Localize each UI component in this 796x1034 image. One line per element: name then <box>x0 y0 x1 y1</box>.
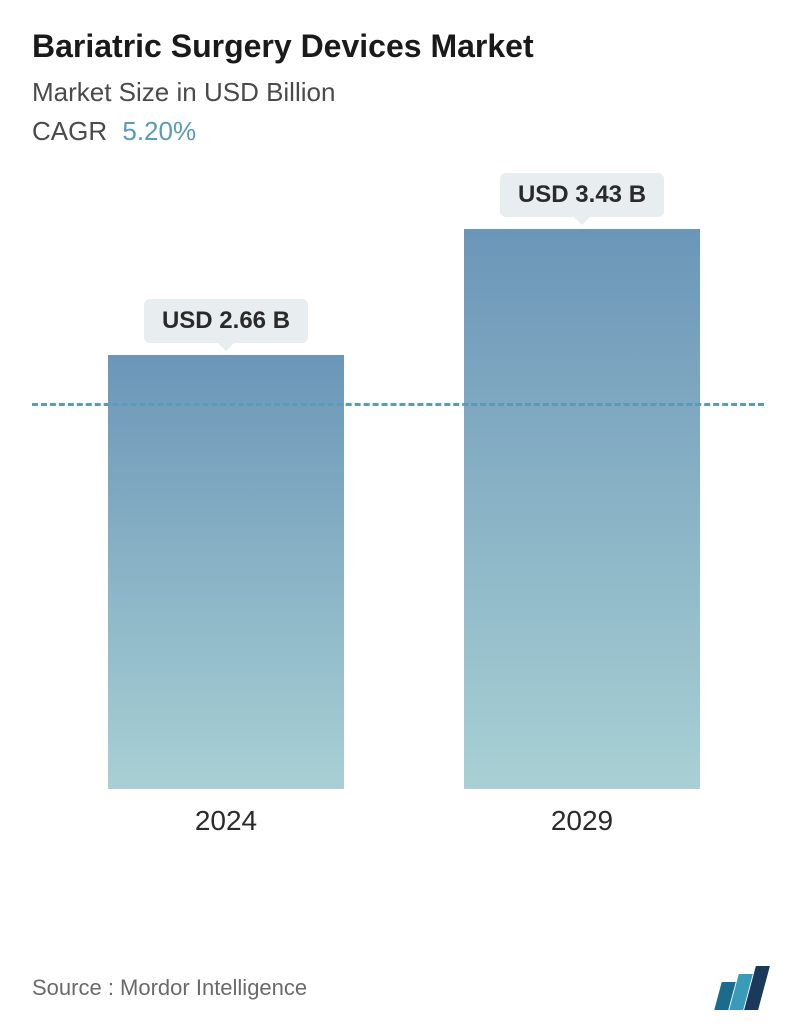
cagr-label: CAGR <box>32 116 107 146</box>
bar-group-2024: USD 2.66 B 2024 <box>108 299 344 837</box>
year-label: 2029 <box>551 805 613 837</box>
chart-subtitle: Market Size in USD Billion <box>32 77 764 108</box>
year-label: 2024 <box>195 805 257 837</box>
chart-area: USD 2.66 B2024USD 3.43 B2029 <box>32 187 764 887</box>
source-text: Source : Mordor Intelligence <box>32 975 307 1001</box>
bar-group-2029: USD 3.43 B 2029 <box>464 173 700 837</box>
cagr-row: CAGR 5.20% <box>32 116 764 147</box>
value-label: USD 3.43 B <box>500 173 664 217</box>
bar <box>464 229 700 789</box>
chart-title: Bariatric Surgery Devices Market <box>32 28 764 65</box>
logo <box>718 966 764 1010</box>
bar <box>108 355 344 789</box>
reference-line <box>32 403 764 406</box>
cagr-value: 5.20% <box>122 116 196 146</box>
footer: Source : Mordor Intelligence <box>32 966 764 1010</box>
value-label: USD 2.66 B <box>144 299 308 343</box>
